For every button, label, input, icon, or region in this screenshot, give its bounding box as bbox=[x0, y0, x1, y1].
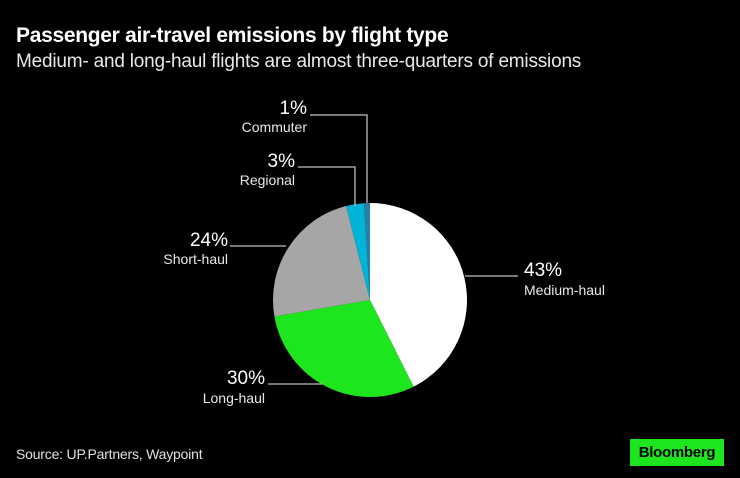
label-name-short-haul: Short-haul bbox=[163, 251, 228, 267]
pie-slices bbox=[273, 203, 467, 397]
label-name-medium-haul: Medium-haul bbox=[524, 282, 605, 298]
label-pct-long-haul: 30% bbox=[227, 368, 265, 389]
label-pct-short-haul: 24% bbox=[190, 230, 228, 251]
pie-slice-long-haul bbox=[274, 300, 414, 397]
chart-title: Passenger air-travel emissions by flight… bbox=[16, 24, 449, 47]
pie-slice-regional bbox=[346, 203, 370, 300]
leader-line-commuter bbox=[310, 114, 368, 203]
pie-slice-medium-haul bbox=[370, 203, 467, 387]
leader-line-regional bbox=[298, 166, 356, 206]
label-name-commuter: Commuter bbox=[242, 119, 308, 135]
source-note: Source: UP.Partners, Waypoint bbox=[16, 446, 203, 462]
pie-slice-short-haul bbox=[273, 205, 370, 317]
label-pct-medium-haul: 43% bbox=[524, 260, 562, 281]
label-name-long-haul: Long-haul bbox=[203, 390, 265, 406]
label-pct-commuter: 1% bbox=[280, 98, 308, 119]
label-name-regional: Regional bbox=[240, 172, 295, 188]
chart-subtitle: Medium- and long-haul flights are almost… bbox=[16, 51, 582, 72]
bloomberg-logo: Bloomberg bbox=[630, 439, 724, 466]
pie-slice-commuter bbox=[363, 203, 370, 300]
label-pct-regional: 3% bbox=[268, 151, 296, 172]
